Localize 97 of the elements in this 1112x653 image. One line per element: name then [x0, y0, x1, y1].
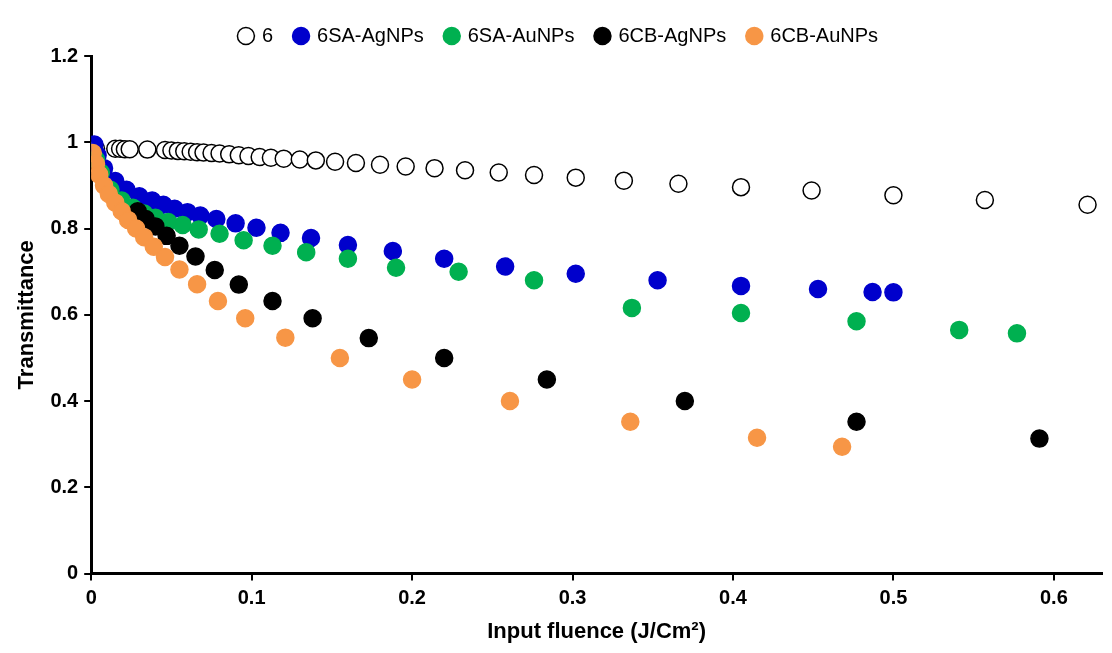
- point: [383, 241, 403, 261]
- point: [1007, 324, 1027, 343]
- point: [208, 291, 228, 311]
- point: [296, 243, 316, 262]
- point: [1030, 429, 1049, 448]
- point: [747, 428, 767, 447]
- point: [1078, 195, 1097, 215]
- point: [386, 258, 406, 278]
- point: [622, 298, 642, 318]
- point: [884, 186, 903, 205]
- point: [144, 237, 164, 256]
- point: [235, 309, 255, 328]
- point: [537, 370, 557, 389]
- point: [566, 264, 585, 284]
- point: [566, 168, 585, 187]
- point: [847, 412, 866, 432]
- point: [170, 260, 189, 279]
- point: [863, 282, 882, 302]
- point: [263, 236, 282, 256]
- point: [731, 177, 751, 197]
- point: [975, 190, 995, 210]
- y-axis-title: Transmittance: [13, 240, 39, 390]
- point: [808, 279, 828, 299]
- point: [359, 328, 379, 348]
- legend-label: 6: [261, 23, 274, 46]
- point: [157, 226, 176, 246]
- point: [207, 209, 226, 229]
- point: [648, 271, 667, 290]
- y-tick-label: 0.2: [50, 474, 79, 497]
- point: [330, 348, 350, 368]
- point: [290, 150, 310, 169]
- point: [186, 247, 205, 266]
- point: [621, 412, 640, 432]
- point: [455, 161, 475, 180]
- x-tick-label: 0.6: [1039, 586, 1068, 609]
- point: [229, 275, 249, 294]
- y-tick-label: 0.6: [50, 302, 79, 325]
- point: [524, 271, 544, 290]
- point: [187, 274, 207, 294]
- point: [155, 247, 175, 267]
- point: [226, 214, 245, 233]
- x-tick-label: 0: [85, 586, 97, 609]
- point: [425, 158, 444, 178]
- x-axis-title: Input fluence (J/Cm²): [487, 617, 706, 643]
- point: [306, 151, 326, 170]
- point: [884, 283, 903, 302]
- point: [500, 391, 520, 411]
- point: [274, 149, 293, 168]
- point: [271, 223, 290, 243]
- point: [396, 157, 415, 176]
- legend-label: 6CB-AgNPs: [618, 23, 727, 46]
- x-tick-label: 0.3: [558, 586, 587, 609]
- point: [263, 291, 282, 311]
- point: [832, 437, 852, 457]
- y-tick-label: 0.8: [50, 216, 79, 239]
- y-tick-label: 0.4: [50, 388, 80, 411]
- point: [402, 370, 422, 389]
- legend-label: 6SA-AgNPs: [317, 23, 424, 46]
- point: [949, 320, 969, 340]
- point: [338, 249, 358, 268]
- point: [847, 312, 866, 331]
- point: [247, 218, 266, 237]
- point: [303, 309, 322, 328]
- point: [731, 303, 751, 323]
- point: [189, 220, 208, 239]
- point: [370, 155, 390, 174]
- point: [234, 230, 253, 250]
- x-tick-label: 0.5: [879, 586, 908, 609]
- point: [325, 152, 345, 171]
- point: [731, 276, 751, 296]
- point: [802, 181, 821, 200]
- point: [173, 215, 192, 235]
- point: [120, 139, 139, 159]
- x-tick-label: 0.4: [719, 586, 748, 609]
- legend-label: 6CB-AuNPs: [770, 23, 879, 46]
- point: [489, 163, 508, 182]
- point: [210, 224, 229, 243]
- y-tick-label: 0: [67, 561, 79, 584]
- point: [434, 348, 454, 368]
- point: [170, 236, 189, 256]
- point: [276, 328, 295, 347]
- x-tick-label: 0.1: [237, 586, 266, 609]
- y-tick-label: 1: [67, 129, 79, 152]
- point: [675, 391, 695, 411]
- x-tick-label: 0.2: [398, 586, 426, 609]
- point: [495, 257, 515, 276]
- y-tick-label: 1.2: [50, 43, 79, 66]
- point: [434, 249, 454, 268]
- point: [524, 165, 544, 185]
- point: [614, 171, 634, 190]
- point: [138, 140, 157, 159]
- point: [301, 228, 321, 248]
- point: [669, 174, 688, 193]
- point: [449, 262, 468, 281]
- point: [205, 260, 224, 280]
- point: [346, 153, 366, 173]
- legend-label: 6SA-AuNPs: [467, 23, 575, 46]
